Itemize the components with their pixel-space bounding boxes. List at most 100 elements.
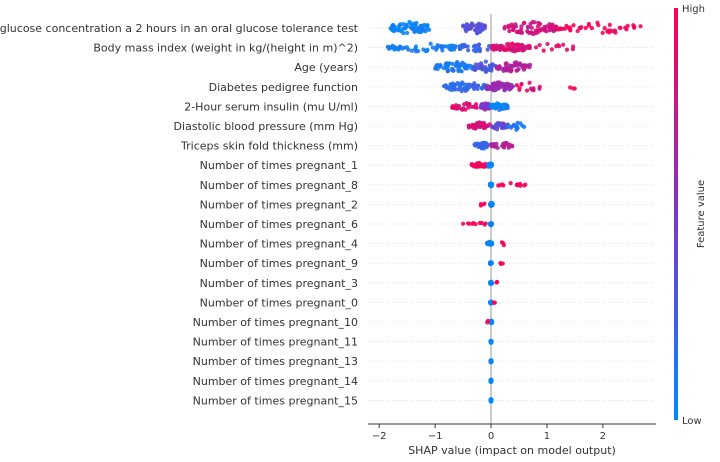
shap-point xyxy=(522,63,527,68)
shap-point xyxy=(460,63,465,68)
shap-point xyxy=(638,24,643,29)
shap-point xyxy=(404,23,409,28)
shap-point xyxy=(523,182,528,187)
shap-point xyxy=(595,20,600,25)
shap-point xyxy=(493,44,498,49)
colorbar-low-label: Low xyxy=(682,416,702,427)
shap-point xyxy=(539,27,544,32)
shap-point xyxy=(446,68,451,73)
shap-point xyxy=(464,29,469,34)
shap-point xyxy=(459,69,464,74)
shap-point xyxy=(512,60,517,65)
shap-point xyxy=(524,88,530,93)
shap-point xyxy=(526,63,531,68)
shap-point xyxy=(504,104,509,110)
shap-point xyxy=(504,47,510,52)
shap-point xyxy=(530,20,535,25)
shap-point xyxy=(495,65,500,70)
shap-point xyxy=(397,23,402,28)
shap-point xyxy=(487,161,492,167)
shap-point xyxy=(515,48,520,53)
shap-point xyxy=(410,23,415,28)
shap-point xyxy=(475,83,481,88)
shap-points xyxy=(385,19,643,404)
shap-point xyxy=(488,202,493,208)
shap-point xyxy=(509,22,514,27)
shap-point xyxy=(494,123,499,128)
shap-point xyxy=(450,61,455,66)
shap-point xyxy=(405,30,410,36)
shap-point xyxy=(444,85,450,91)
shap-point xyxy=(537,86,542,91)
shap-point xyxy=(488,181,493,186)
shap-point xyxy=(471,84,477,89)
shap-point xyxy=(549,47,554,52)
shap-point xyxy=(502,87,507,92)
shap-point xyxy=(392,47,397,52)
feature-label: Number of times pregnant_1 xyxy=(200,159,358,172)
shap-point xyxy=(467,23,472,28)
shap-point xyxy=(501,47,506,52)
shap-point xyxy=(562,26,568,31)
shap-point xyxy=(515,42,520,47)
shap-point xyxy=(506,82,512,87)
shap-point xyxy=(519,30,525,35)
shap-point xyxy=(519,81,524,87)
shap-point xyxy=(526,25,531,30)
shap-point xyxy=(499,121,504,127)
shap-point xyxy=(492,105,497,110)
feature-label: Age (years) xyxy=(294,61,358,74)
shap-point xyxy=(484,102,490,107)
shap-point xyxy=(531,31,536,37)
shap-point xyxy=(455,81,460,86)
x-tick-label: 2 xyxy=(600,431,606,442)
shap-point xyxy=(508,180,513,186)
shap-point xyxy=(422,22,427,28)
shap-point xyxy=(542,24,547,30)
shap-point xyxy=(510,144,515,149)
shap-point xyxy=(571,23,576,28)
shap-point xyxy=(488,64,493,69)
feature-label: 2-Hour serum insulin (mu U/ml) xyxy=(184,100,358,113)
shap-point xyxy=(484,68,489,73)
shap-point xyxy=(486,240,492,245)
shap-point xyxy=(466,82,471,87)
shap-point xyxy=(533,45,539,50)
shap-point xyxy=(440,44,445,49)
shap-point xyxy=(519,24,524,29)
shap-point xyxy=(458,81,464,86)
shap-point xyxy=(471,48,477,53)
shap-point xyxy=(415,28,420,33)
shap-point xyxy=(459,88,464,94)
shap-point xyxy=(527,80,532,85)
x-axis-ticks: −2 −1 0 1 2 xyxy=(372,424,606,442)
shap-point xyxy=(496,103,501,108)
shap-point xyxy=(489,340,494,345)
shap-point xyxy=(410,26,415,31)
shap-point xyxy=(481,106,486,111)
shap-point xyxy=(589,26,595,31)
shap-point xyxy=(480,101,486,107)
shap-point xyxy=(600,30,605,35)
feature-label: Number of times pregnant_9 xyxy=(200,257,358,270)
feature-label: Number of times pregnant_13 xyxy=(193,355,358,368)
shap-point xyxy=(507,28,512,34)
shap-point xyxy=(491,88,496,93)
shap-point xyxy=(488,261,493,266)
shap-point xyxy=(515,183,520,188)
shap-point xyxy=(488,222,493,227)
shap-point xyxy=(477,144,483,149)
shap-point xyxy=(437,64,443,69)
shap-point xyxy=(555,43,561,48)
shap-point xyxy=(441,66,446,71)
shap-point xyxy=(406,47,411,52)
shap-point xyxy=(456,62,461,67)
shap-point xyxy=(489,281,494,286)
shap-point xyxy=(498,261,503,266)
shap-point xyxy=(618,25,623,31)
shap-point xyxy=(401,30,406,36)
shap-point xyxy=(533,28,538,33)
shap-point xyxy=(434,45,439,50)
shap-point xyxy=(412,29,417,34)
shap-point xyxy=(550,22,555,27)
